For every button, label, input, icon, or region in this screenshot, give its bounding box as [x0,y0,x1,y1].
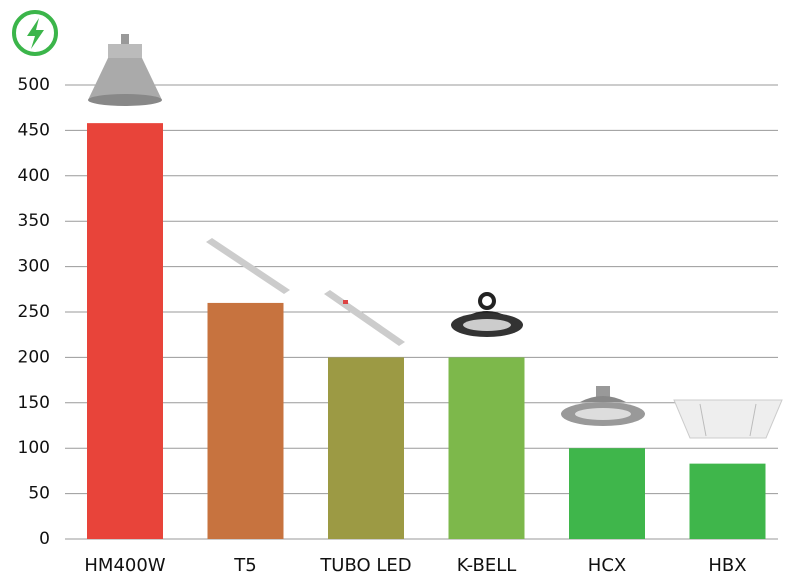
x-tick-label: HBX [708,555,746,576]
x-tick-label: T5 [233,555,256,576]
y-tick-label: 500 [18,75,50,95]
y-tick-label: 50 [28,484,50,504]
lamp-tubo-led [324,290,405,346]
lamp-hm400w [88,34,162,106]
y-tick-label: 0 [39,529,50,549]
lamp-hcx [561,386,645,426]
lamp-k-bell [451,292,523,337]
x-tick-label: TUBO LED [319,555,411,576]
y-tick-label: 300 [18,257,50,277]
lamp-t5 [206,238,290,294]
y-tick-label: 400 [18,166,50,186]
bar [569,448,645,539]
y-tick-label: 350 [18,211,50,231]
bar [328,357,404,539]
x-tick-label: K-BELL [457,555,517,576]
logo-icon [12,10,58,56]
x-tick-label: HM400W [84,555,165,576]
y-tick-label: 250 [18,302,50,322]
y-tick-label: 100 [18,438,50,458]
bar [207,302,284,539]
lamp-hbx [673,399,783,439]
bar [689,463,766,539]
bar [448,357,525,539]
y-tick-label: 200 [18,347,50,367]
x-tick-label: HCX [588,555,626,576]
lamp-images [88,34,783,439]
y-tick-label: 450 [18,120,50,140]
y-tick-label: 150 [18,393,50,413]
bar [87,123,163,540]
